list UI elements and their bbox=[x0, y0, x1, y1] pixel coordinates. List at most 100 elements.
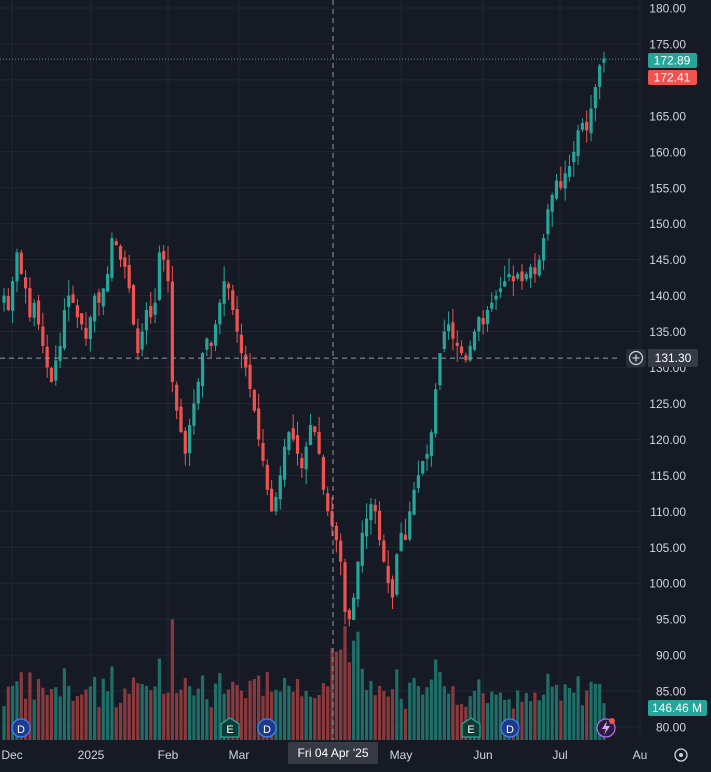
candle-body bbox=[235, 308, 239, 332]
candle-body bbox=[287, 432, 291, 451]
candle-body bbox=[252, 390, 256, 411]
volume-bar bbox=[550, 686, 554, 740]
candle-body bbox=[218, 302, 222, 325]
volume-bar bbox=[196, 688, 200, 740]
volume-bar bbox=[2, 706, 6, 740]
dividend-marker[interactable]: D bbox=[500, 718, 520, 738]
volume-bar bbox=[533, 692, 537, 740]
candle-body bbox=[127, 264, 131, 289]
candle-body bbox=[282, 446, 287, 480]
candle-body bbox=[166, 260, 170, 282]
candle-body bbox=[330, 511, 334, 526]
dividend-marker[interactable]: D bbox=[11, 718, 31, 738]
candle-body bbox=[434, 389, 438, 434]
volume-bar bbox=[67, 685, 71, 740]
candle-body bbox=[559, 181, 563, 188]
volume-bar bbox=[222, 693, 226, 740]
settings-gear-icon[interactable] bbox=[674, 748, 688, 762]
candle-body bbox=[408, 511, 412, 540]
volume-bar bbox=[6, 686, 10, 740]
volume-bar bbox=[494, 694, 498, 740]
volume-bar bbox=[287, 685, 291, 740]
volume-bar bbox=[93, 677, 97, 740]
candle-body bbox=[110, 238, 114, 278]
volume-bar bbox=[179, 689, 183, 740]
volume-bar bbox=[416, 686, 420, 740]
y-tick-label: 105.00 bbox=[649, 541, 686, 555]
candle-body bbox=[144, 309, 149, 331]
crosshair-price-label-bg bbox=[648, 349, 698, 367]
candle-body bbox=[326, 493, 330, 512]
volume-bar bbox=[97, 707, 101, 740]
candle-body bbox=[546, 209, 550, 235]
x-tick-label: Dec bbox=[1, 748, 22, 762]
volume-bar bbox=[455, 704, 459, 740]
volume-bar bbox=[425, 687, 429, 740]
volume-bar bbox=[334, 651, 338, 740]
plus-circle-icon[interactable] bbox=[628, 350, 644, 366]
grid-lines bbox=[0, 0, 642, 735]
volume-bar bbox=[127, 693, 131, 740]
volume-bar bbox=[209, 707, 213, 740]
candle-body bbox=[485, 309, 490, 325]
volume-bar bbox=[485, 703, 490, 740]
price-axis[interactable]: 180.00175.00170.00165.00160.00155.00150.… bbox=[649, 2, 686, 735]
candle-body bbox=[157, 252, 161, 300]
volume-bar bbox=[110, 666, 114, 740]
y-tick-label: 150.00 bbox=[649, 217, 686, 231]
time-axis[interactable]: Dec 2025 Feb Mar May Jun Jul Au bbox=[1, 748, 647, 762]
candle-body bbox=[45, 346, 49, 368]
candle-body bbox=[261, 442, 265, 461]
volume-bar bbox=[546, 673, 550, 740]
volume-bar bbox=[390, 689, 395, 740]
candle-body bbox=[97, 292, 101, 303]
volume-bar bbox=[567, 687, 572, 740]
volume-bar bbox=[291, 691, 295, 740]
candle-body bbox=[550, 194, 554, 212]
volume-bar bbox=[399, 698, 403, 740]
y-tick-label: 160.00 bbox=[649, 145, 686, 159]
volume-bar bbox=[472, 691, 477, 740]
candle-body bbox=[28, 287, 32, 318]
volume-bars bbox=[2, 619, 606, 740]
volume-bar bbox=[144, 685, 149, 740]
candle-body bbox=[429, 432, 433, 457]
volume-bar bbox=[373, 695, 377, 740]
candle-body bbox=[300, 457, 304, 469]
candle-body bbox=[334, 525, 338, 541]
earnings-marker[interactable]: E bbox=[220, 717, 240, 738]
y-tick-label: 155.00 bbox=[649, 181, 686, 195]
candle-body bbox=[32, 302, 36, 318]
volume-bar bbox=[364, 690, 369, 740]
y-tick-label: 100.00 bbox=[649, 577, 686, 591]
candle-body bbox=[183, 430, 187, 454]
candle-body bbox=[382, 540, 386, 562]
candle-body bbox=[490, 302, 494, 309]
price-labels: 172.89 172.41 146.46 M 131.30 Fri 04 Apr… bbox=[288, 53, 707, 764]
y-tick-label: 125.00 bbox=[649, 397, 686, 411]
candle-body bbox=[399, 532, 403, 552]
volume-bar bbox=[157, 658, 161, 740]
candle-body bbox=[507, 274, 511, 278]
lightning-icon[interactable] bbox=[596, 718, 616, 738]
candle-body bbox=[395, 554, 399, 595]
earnings-marker[interactable]: E bbox=[461, 717, 481, 738]
volume-bar bbox=[360, 668, 364, 740]
candle-body bbox=[425, 453, 429, 459]
candle-body bbox=[377, 510, 382, 541]
candle-body bbox=[494, 295, 498, 300]
volume-bar bbox=[88, 686, 92, 740]
volume-bar bbox=[54, 687, 58, 740]
dividend-marker[interactable]: D bbox=[257, 718, 277, 738]
candle-body bbox=[75, 305, 79, 318]
candle-body bbox=[11, 281, 15, 311]
candle-body bbox=[205, 338, 209, 350]
candle-body bbox=[41, 326, 45, 346]
volume-bar bbox=[481, 693, 485, 740]
volume-bar bbox=[265, 672, 269, 740]
volume-bar bbox=[183, 677, 187, 740]
candle-body bbox=[58, 345, 62, 361]
